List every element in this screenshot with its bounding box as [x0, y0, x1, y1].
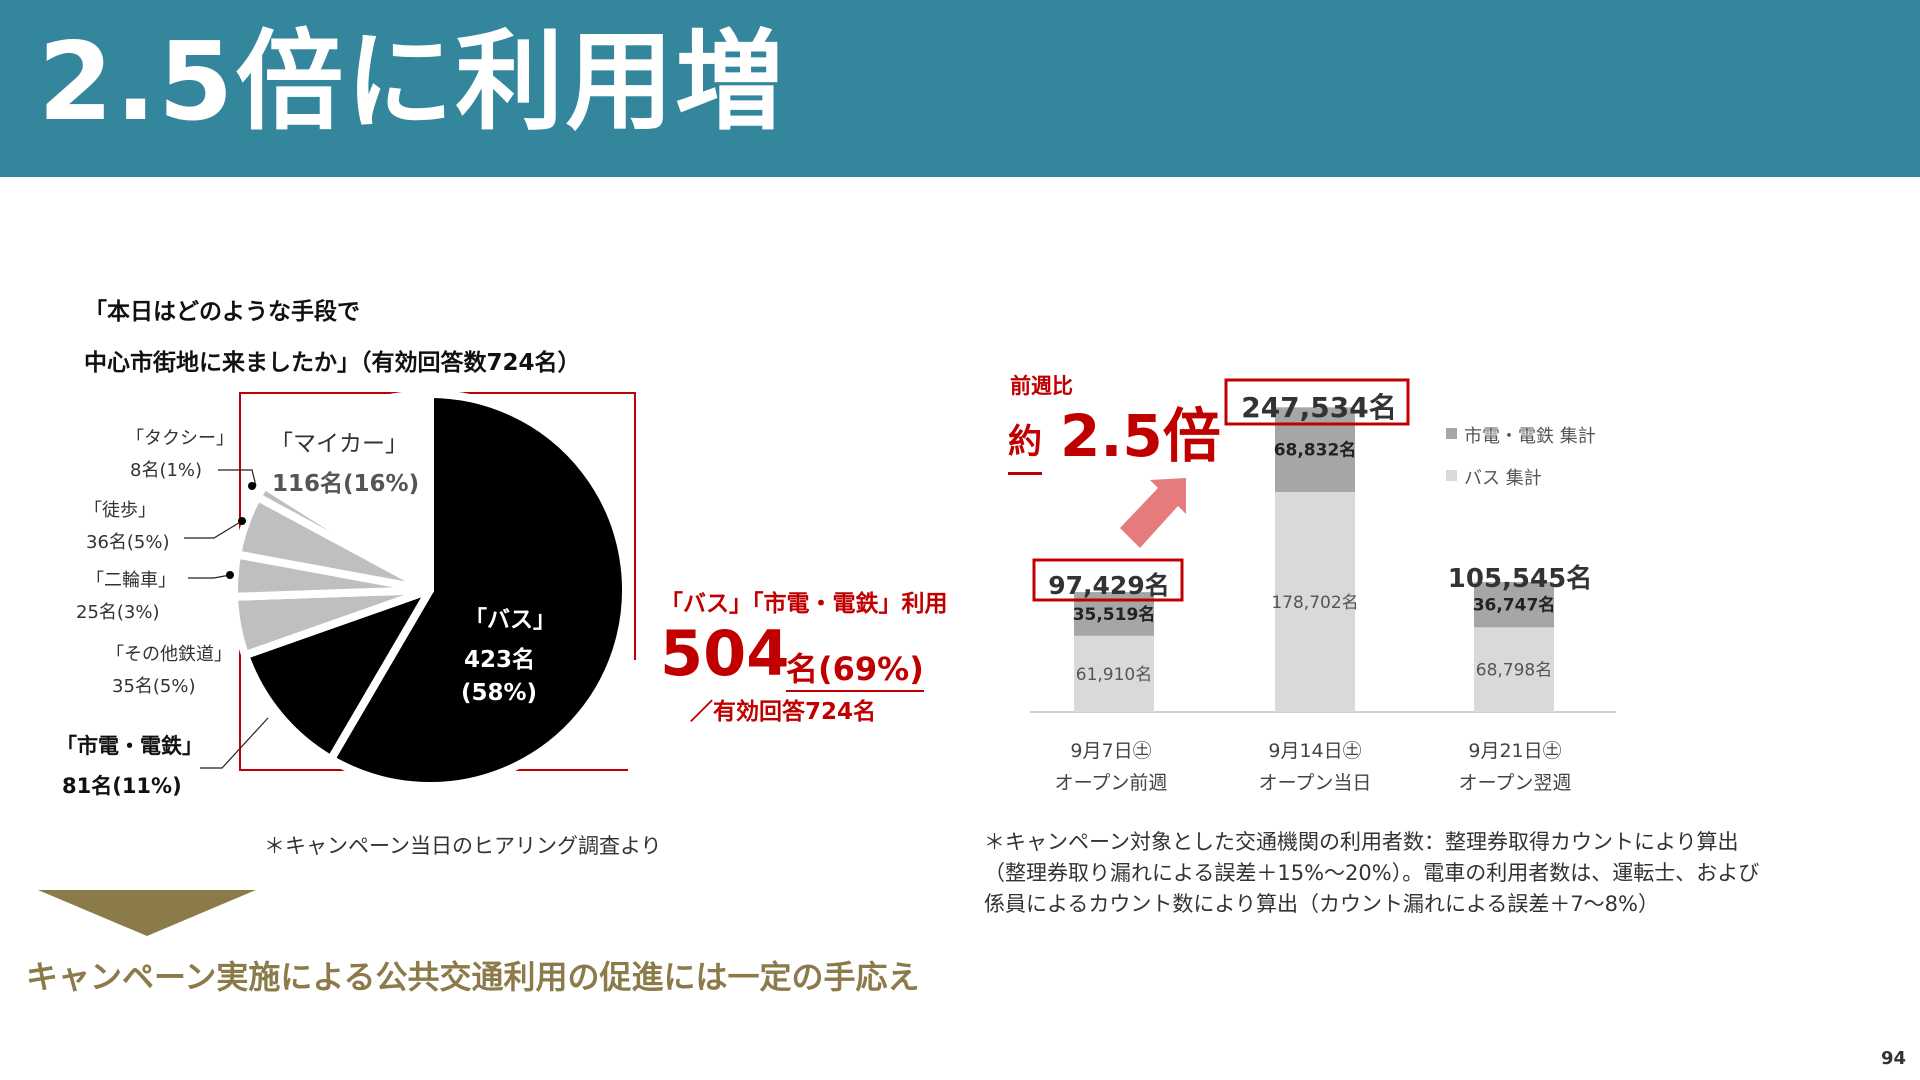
slice-value-motorcycle: 25名(3%) [76, 602, 160, 623]
legend-label-tram: 市電・電鉄 集計 [1464, 426, 1596, 447]
bar-label-bus-sep21: 68,798名 [1476, 661, 1552, 681]
x-label-sep14: オープン当日 [1258, 772, 1372, 794]
page-number: 94 [1880, 1048, 1906, 1069]
total-box-sep14 [1224, 378, 1410, 426]
total-box-sep7 [1032, 558, 1184, 602]
slice-value-bus: 423名 [464, 647, 536, 673]
bar-label-bus-sep7: 61,910名 [1076, 665, 1152, 685]
slice-value-taxi: 8名(1%) [130, 460, 203, 481]
survey-question-line2: 中心市街地に来ましたか」（有効回答数724名） [84, 350, 581, 376]
down-arrow-icon [38, 890, 256, 936]
bar-label-bus-sep14: 178,702名 [1271, 593, 1358, 613]
ratio-value: 2.5倍 [1060, 402, 1221, 470]
x-label-sep7: オープン前週 [1054, 772, 1168, 794]
total-label-sep7: 97,429名 [1048, 571, 1170, 600]
survey-question-line1: 「本日はどのような手段で [84, 299, 360, 325]
pie-slice-bus [327, 390, 630, 790]
title-bar: 2.5倍に利用増 [0, 0, 1920, 177]
ratio-label: 前週比 [1010, 374, 1073, 398]
highlight-unit: 名(69%) [786, 644, 924, 692]
slide-title: 2.5倍に利用増 [38, 20, 786, 145]
bar-label-tram-sep14: 68,832名 [1274, 440, 1357, 461]
bar-label-tram-sep7: 35,519名 [1073, 604, 1156, 625]
x-label-sep21: オープン翌週 [1458, 772, 1572, 794]
x-date-sep14: 9月14日㊏ [1268, 740, 1362, 762]
x-date-sep7: 9月7日㊏ [1070, 740, 1152, 762]
slice-label-walk: 「徒歩」 [84, 500, 156, 521]
pie-slice-mycar [260, 390, 434, 594]
slice-label-motorcycle: 「二輪車」 [86, 570, 176, 591]
slice-label-tram: 「市電・電鉄」 [56, 734, 203, 758]
ridership-footnote-line3: 係員によるカウント数により算出（カウント漏れによる誤差＋7〜8%） [984, 892, 1659, 916]
legend-swatch-tram [1446, 428, 1457, 439]
highlight-count: 504 [660, 617, 790, 690]
x-date-sep21: 9月21日㊏ [1468, 740, 1562, 762]
legend-swatch-bus [1446, 470, 1457, 481]
survey-footnote: ＊キャンペーン当日のヒアリング調査より [264, 834, 662, 858]
bar-tram-sep21 [1474, 582, 1554, 628]
bar-bus-sep14 [1275, 492, 1355, 712]
ridership-footnote-line2: （整理券取り漏れによる誤差＋15%〜20%）。電車の利用者数は、運転士、および [984, 861, 1760, 885]
highlight-label: 「バス」「市電・電鉄」利用 [660, 591, 948, 617]
ratio-prefix: 約 [1008, 412, 1042, 475]
legend-label-bus: バス 集計 [1464, 468, 1542, 489]
slice-value-mycar: 116名(16%) [272, 471, 420, 497]
slice-value-other-rail: 35名(5%) [112, 676, 196, 697]
slice-label-mycar: 「マイカー」 [270, 431, 408, 457]
ridership-footnote-line1: ＊キャンペーン対象とした交通機関の利用者数：整理券取得カウントにより算出 [984, 830, 1739, 854]
bar-bus-sep7 [1074, 635, 1154, 712]
conclusion-text: キャンペーン実施による公共交通利用の促進には一定の手応え [26, 958, 920, 996]
total-label-sep21: 105,545名 [1447, 564, 1593, 594]
highlight-denominator: ／有効回答724名 [690, 699, 877, 725]
increase-arrow [1120, 478, 1186, 548]
bar-label-tram-sep21: 36,747名 [1473, 595, 1556, 616]
total-label-sep14: 247,534名 [1241, 391, 1397, 424]
bar-tram-sep14 [1275, 407, 1355, 493]
bar-bus-sep21 [1474, 627, 1554, 712]
slice-value-walk: 36名(5%) [86, 532, 170, 553]
slice-label-taxi: 「タクシー」 [126, 428, 234, 449]
slice-label-other-rail: 「その他鉄道」 [106, 644, 232, 665]
pie-slice-tram [241, 586, 434, 764]
slice-value-tram: 81名(11%) [62, 774, 182, 798]
slice-pct-bus: (58%) [460, 680, 538, 706]
frame-gap [628, 660, 642, 780]
